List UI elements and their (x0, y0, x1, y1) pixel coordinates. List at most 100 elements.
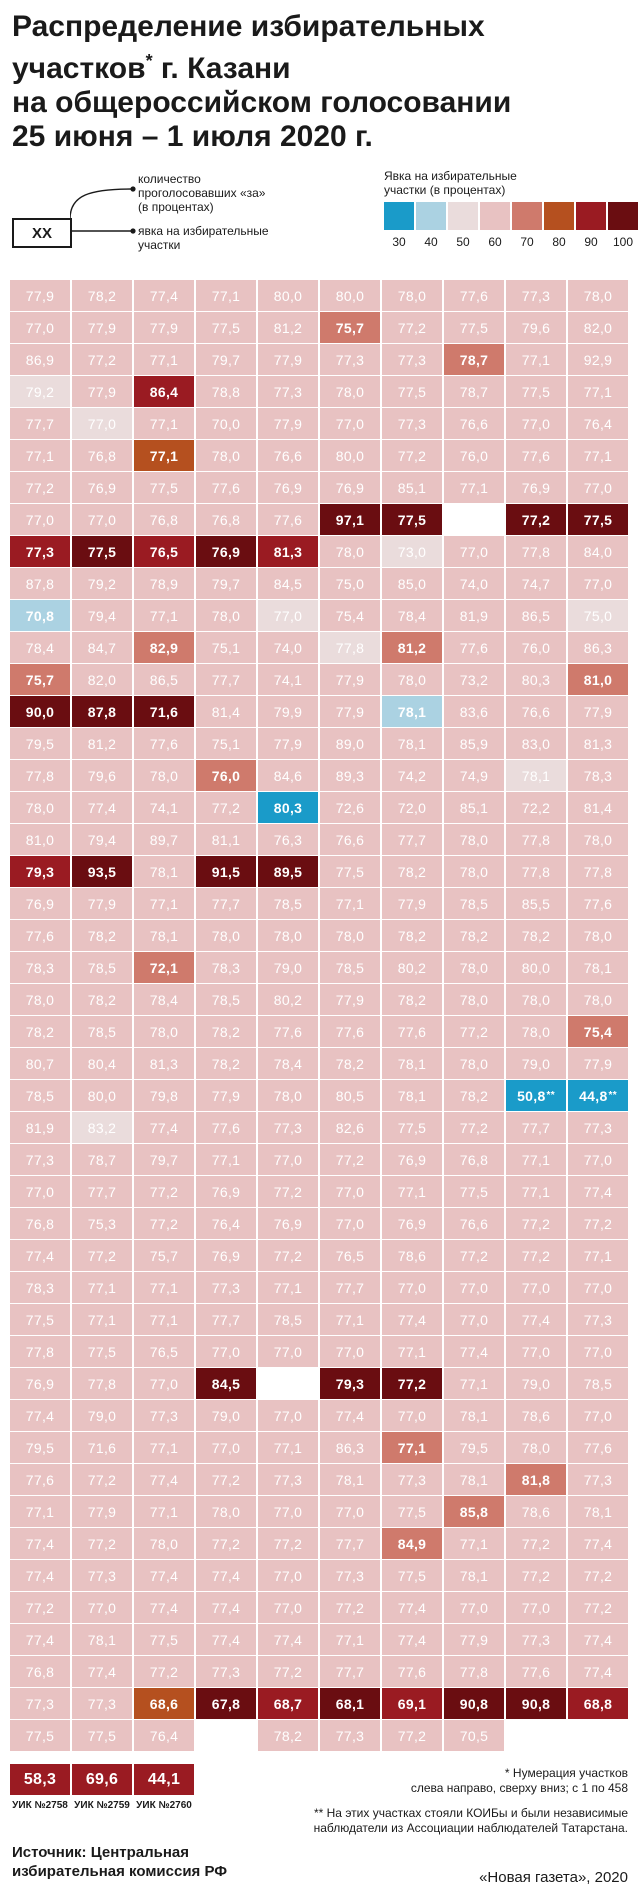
station-cell: 77,3 (258, 376, 318, 407)
station-cell: 77,1 (382, 1176, 442, 1207)
station-cell: 90,0 (10, 696, 70, 727)
station-cell: 78,1 (72, 1624, 132, 1655)
station-cell: 79,8 (134, 1080, 194, 1111)
station-cell: 77,0 (72, 504, 132, 535)
grid-row: 75,7 82,0 86,5 77,7 74,1 77,9 78,0 73,2 80,3 81,0 (10, 664, 634, 695)
station-cell: 77,0 (320, 1176, 380, 1207)
station-cell: 77,0 (444, 536, 504, 567)
station-cell: 77,0 (320, 1496, 380, 1527)
station-cell: 77,7 (320, 1656, 380, 1687)
station-cell: 77,0 (444, 1592, 504, 1623)
station-cell: 77,8 (72, 1368, 132, 1399)
station-cell: 81,8 (506, 1464, 566, 1495)
station-cell: 77,2 (134, 1176, 194, 1207)
station-cell: 76,4 (196, 1208, 256, 1239)
station-cell: 77,4 (134, 1592, 194, 1623)
grid-row: 77,0 77,9 77,9 77,5 81,2 75,7 77,2 77,5 79,6 82,0 (10, 312, 634, 343)
station-cell: 77,0 (258, 1560, 318, 1591)
legend-label-turnout-2: участки (138, 238, 181, 252)
station-cell: 77,2 (506, 1208, 566, 1239)
station-cell: 79,4 (72, 824, 132, 855)
station-cell: 78,6 (506, 1496, 566, 1527)
title-line-2: участков* г. Казани (12, 44, 612, 86)
station-cell: 81,3 (258, 536, 318, 567)
station-cell: 78,1 (444, 1400, 504, 1431)
empty-cell (258, 1368, 318, 1399)
station-cell: 90,8 (506, 1688, 566, 1719)
station-cell: 74,9 (444, 760, 504, 791)
station-cell: 78,2 (382, 920, 442, 951)
station-cell: 76,5 (134, 536, 194, 567)
station-cell: 89,0 (320, 728, 380, 759)
station-cell: 70,0 (196, 408, 256, 439)
station-cell: 92,9 (568, 344, 628, 375)
grid-row: 77,6 78,2 78,1 78,0 78,0 78,0 78,2 78,2 78,2 78,0 (10, 920, 634, 951)
station-cell: 77,0 (444, 1304, 504, 1335)
scale-tick-label: 30 (392, 235, 406, 249)
station-cell: 78,2 (196, 1048, 256, 1079)
station-cell: 78,1 (134, 920, 194, 951)
station-cell: 77,4 (134, 1464, 194, 1495)
station-cell: 83,0 (506, 728, 566, 759)
station-value: 44,8 (579, 1087, 608, 1104)
extra-station-label: УИК №2759 (74, 1800, 130, 1811)
station-cell: 77,4 (568, 1528, 628, 1559)
station-cell: 78,6 (506, 1400, 566, 1431)
station-cell: 75,4 (568, 1016, 628, 1047)
station-cell: 77,2 (258, 1528, 318, 1559)
station-value: 50,8 (517, 1087, 546, 1104)
legend-sample-box: ХХ (12, 218, 72, 248)
source-line-1: Источник: Центральная (12, 1844, 190, 1861)
station-cell: 78,5 (196, 984, 256, 1015)
station-cell: 78,0 (506, 1016, 566, 1047)
station-cell: 76,8 (196, 504, 256, 535)
station-cell: 77,0 (320, 1336, 380, 1367)
station-cell: 76,8 (134, 504, 194, 535)
station-cell: 77,0 (568, 1272, 628, 1303)
station-cell: 77,5 (10, 1304, 70, 1335)
station-cell: 81,0 (568, 664, 628, 695)
scale-step: 100 (608, 202, 638, 249)
station-cell: 77,1 (134, 1432, 194, 1463)
grid-row: 77,8 79,6 78,0 76,0 84,6 89,3 74,2 74,9 78,1 78,3 (10, 760, 634, 791)
station-cell: 77,2 (196, 1528, 256, 1559)
grid-row: 81,9 83,2 77,4 77,6 77,3 82,6 77,5 77,2 77,7 77,3 (10, 1112, 634, 1143)
station-cell: 78,4 (382, 600, 442, 631)
station-cell: 77,1 (320, 1304, 380, 1335)
legend-label-turnout-1: явка на избирательные (138, 224, 269, 238)
station-cell: 77,5 (382, 504, 442, 535)
station-cell: 80,0 (320, 440, 380, 471)
station-cell: 78,8 (196, 376, 256, 407)
color-scale-title-2: участки (в процентах) (384, 183, 506, 197)
station-cell: 77,5 (72, 1720, 132, 1751)
station-cell: 76,0 (444, 440, 504, 471)
station-cell: 76,9 (258, 472, 318, 503)
station-cell: 84,5 (196, 1368, 256, 1399)
station-cell: 77,0 (506, 1272, 566, 1303)
station-cell: 81,2 (382, 632, 442, 663)
station-cell: 78,1 (568, 952, 628, 983)
scale-swatch (544, 202, 574, 230)
legend-label-turnout: явка на избирательные участки (138, 224, 269, 252)
station-cell: 77,7 (196, 664, 256, 695)
station-cell: 82,6 (320, 1112, 380, 1143)
station-cell: 93,5 (72, 856, 132, 887)
station-cell: 77,2 (134, 1208, 194, 1239)
station-cell: 76,9 (10, 888, 70, 919)
numbering-note-2: слева направо, сверху вниз; с 1 по 458 (410, 1781, 628, 1795)
station-cell: 77,8 (320, 632, 380, 663)
grid-row: 77,7 77,0 77,1 70,0 77,9 77,0 77,3 76,6 77,0 76,4 (10, 408, 634, 439)
station-cell: 77,3 (382, 1464, 442, 1495)
scale-tick-label: 100 (612, 235, 634, 249)
station-cell: 70,5 (444, 1720, 504, 1751)
station-cell: 77,6 (382, 1016, 442, 1047)
station-cell: 78,1 (134, 856, 194, 887)
grid-row: 77,3 78,7 79,7 77,1 77,0 77,2 76,9 76,8 77,1 77,0 (10, 1144, 634, 1175)
station-cell: 78,2 (320, 1048, 380, 1079)
grid-row: 77,1 76,8 77,1 78,0 76,6 80,0 77,2 76,0 77,6 77,1 (10, 440, 634, 471)
station-cell: 78,1 (382, 728, 442, 759)
station-cell: 77,6 (134, 728, 194, 759)
station-cell: 78,5 (444, 888, 504, 919)
station-cell: 77,6 (320, 1016, 380, 1047)
station-cell: 78,0 (444, 952, 504, 983)
